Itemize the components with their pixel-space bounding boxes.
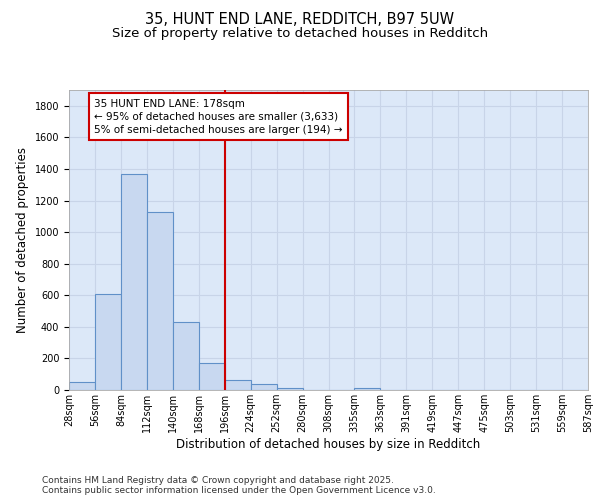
Y-axis label: Number of detached properties: Number of detached properties bbox=[16, 147, 29, 333]
Bar bbox=[199, 363, 224, 390]
Bar bbox=[173, 322, 199, 390]
Bar bbox=[277, 388, 302, 390]
Bar bbox=[95, 294, 121, 390]
Bar bbox=[147, 212, 173, 390]
Bar bbox=[251, 384, 277, 390]
Bar bbox=[69, 382, 95, 390]
Text: Size of property relative to detached houses in Redditch: Size of property relative to detached ho… bbox=[112, 28, 488, 40]
Text: 35, HUNT END LANE, REDDITCH, B97 5UW: 35, HUNT END LANE, REDDITCH, B97 5UW bbox=[145, 12, 455, 28]
Bar bbox=[225, 380, 251, 390]
X-axis label: Distribution of detached houses by size in Redditch: Distribution of detached houses by size … bbox=[176, 438, 481, 451]
Text: Contains HM Land Registry data © Crown copyright and database right 2025.
Contai: Contains HM Land Registry data © Crown c… bbox=[42, 476, 436, 495]
Bar bbox=[121, 174, 147, 390]
Bar bbox=[355, 388, 380, 390]
Text: 35 HUNT END LANE: 178sqm
← 95% of detached houses are smaller (3,633)
5% of semi: 35 HUNT END LANE: 178sqm ← 95% of detach… bbox=[94, 98, 343, 135]
